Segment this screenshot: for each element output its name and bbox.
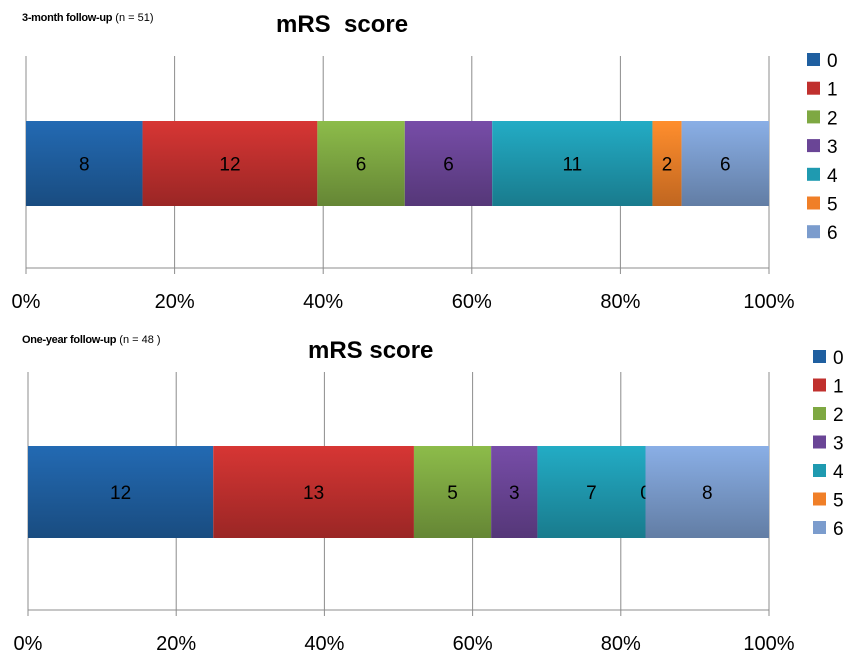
bar-segment-mrs-0 (28, 446, 214, 538)
panel-caption: 3-month follow-up (n = 51) (22, 12, 154, 24)
chart-title: mRS score (308, 337, 434, 364)
bar-segment-mrs-0 (26, 121, 143, 206)
legend-label-mrs-6: 6 (833, 519, 844, 540)
data-label-mrs-3: 6 (443, 155, 454, 176)
legend-swatch-mrs-3 (813, 435, 826, 449)
caption-sample-size: (n = 51) (112, 12, 154, 24)
data-label-mrs-0: 12 (110, 483, 131, 504)
bar-segment-mrs-2 (317, 121, 405, 206)
bar-segment-mrs-1 (213, 446, 414, 538)
legend-label-mrs-4: 4 (827, 166, 838, 187)
x-tick-label: 60% (452, 291, 492, 313)
legend-label-mrs-4: 4 (833, 462, 844, 483)
legend-label-mrs-3: 3 (833, 434, 844, 455)
legend-swatch-mrs-4 (813, 464, 826, 477)
x-tick-label: 20% (155, 291, 195, 313)
legend-swatch-mrs-2 (813, 407, 826, 420)
data-label-mrs-2: 5 (447, 483, 458, 504)
chart-panel-3-month: 3-month follow-up (n = 51) mRS score 0% 2… (0, 0, 844, 320)
bar-segment-mrs-3 (491, 446, 538, 538)
x-tick-label: 60% (453, 633, 493, 650)
bar-segment-mrs-2 (413, 446, 492, 538)
x-tick-label: 20% (156, 633, 196, 650)
legend-swatch-mrs-6 (807, 225, 820, 239)
bar-segment-mrs-4 (537, 446, 646, 538)
x-tick-label: 100% (743, 633, 794, 650)
legend-label-mrs-5: 5 (827, 195, 838, 216)
caption-label: 3-month follow-up (22, 12, 113, 24)
data-label-mrs-3: 3 (509, 483, 520, 504)
legend-label-mrs-2: 2 (833, 405, 844, 426)
bar-segment-mrs-3 (404, 121, 493, 206)
bar-segment-mrs-1 (142, 121, 318, 206)
legend-swatch-mrs-6 (813, 521, 826, 534)
legend-swatch-mrs-0 (807, 53, 820, 66)
legend-swatch-mrs-4 (807, 167, 820, 181)
legend-swatch-mrs-5 (807, 196, 820, 210)
x-tick-label: 40% (303, 291, 343, 313)
data-label-mrs-1: 12 (219, 155, 240, 176)
data-label-mrs-6: 8 (702, 483, 713, 504)
chart-plot-one-year: 0%20%40%60%80%100%1213537080123456 (14, 348, 844, 650)
panel-caption: One-year follow-up (n = 48 ) (22, 334, 161, 346)
legend-label-mrs-5: 5 (833, 491, 844, 512)
legend-swatch-mrs-0 (813, 350, 826, 363)
data-label-mrs-4: 11 (562, 155, 582, 176)
chart-panel-one-year: One-year follow-up (n = 48 ) mRS score 0… (0, 320, 844, 650)
bar-segment-mrs-4 (492, 121, 653, 206)
x-tick-label: 100% (743, 291, 794, 313)
chart-title: mRS score (276, 11, 409, 38)
legend-swatch-mrs-5 (813, 492, 826, 506)
legend-swatch-mrs-2 (807, 110, 820, 124)
bar-segment-mrs-5 (652, 121, 682, 206)
data-label-mrs-6: 6 (720, 155, 731, 176)
x-tick-label: 80% (601, 633, 641, 650)
legend-label-mrs-1: 1 (833, 377, 844, 398)
caption-sample-size: (n = 48 ) (116, 334, 161, 346)
legend-label-mrs-0: 0 (827, 51, 838, 72)
bar-segment-mrs-6 (645, 446, 769, 538)
x-tick-label: 0% (12, 291, 41, 313)
legend-label-mrs-1: 1 (827, 80, 838, 101)
data-label-mrs-1: 13 (303, 483, 324, 504)
x-tick-label: 0% (14, 633, 43, 650)
bar-segment-mrs-6 (681, 121, 769, 206)
legend-label-mrs-6: 6 (827, 223, 838, 244)
data-label-mrs-4: 7 (586, 483, 597, 504)
x-tick-label: 40% (304, 633, 344, 650)
data-label-mrs-0: 8 (79, 155, 90, 176)
legend-label-mrs-3: 3 (827, 137, 838, 158)
x-tick-label: 80% (600, 291, 640, 313)
legend-swatch-mrs-1 (813, 378, 826, 392)
legend-swatch-mrs-3 (807, 139, 820, 153)
caption-label: One-year follow-up (22, 334, 117, 346)
data-label-mrs-5: 2 (662, 155, 673, 176)
legend-label-mrs-2: 2 (827, 108, 838, 129)
legend-swatch-mrs-1 (807, 81, 820, 95)
data-label-mrs-2: 6 (356, 155, 367, 176)
legend-label-mrs-0: 0 (833, 348, 844, 369)
